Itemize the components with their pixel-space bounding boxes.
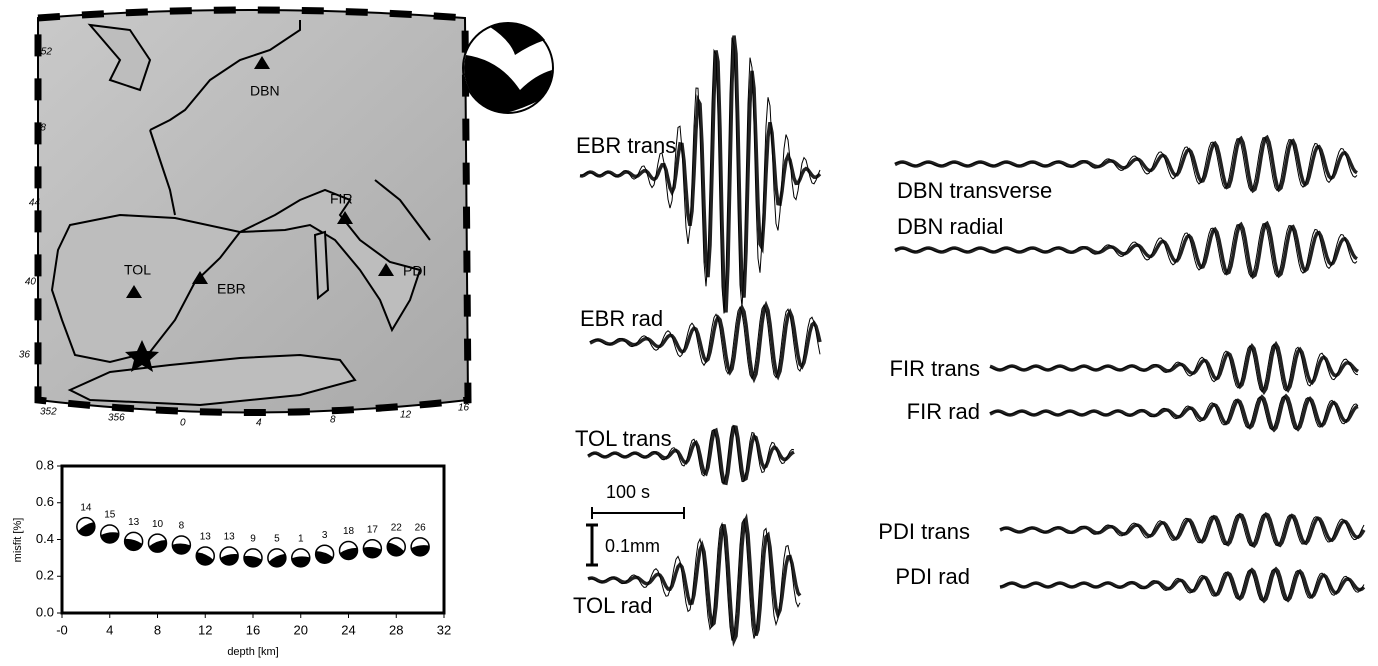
amplitude-scale-bar <box>586 525 598 565</box>
x-tick-label: 24 <box>341 622 355 637</box>
y-tick-label: 0.8 <box>36 457 54 472</box>
x-tick-label: 4 <box>106 622 113 637</box>
observed-trace <box>1000 569 1364 601</box>
lat-label: 52 <box>41 47 53 58</box>
trace-label: TOL rad <box>573 593 652 618</box>
station-label: DBN <box>250 83 280 99</box>
time-scale-label: 100 s <box>606 482 650 502</box>
x-tick-label: 8 <box>154 622 161 637</box>
point-label: 14 <box>80 502 92 513</box>
focal-mechanism <box>463 23 553 113</box>
trace-label: FIR trans <box>890 356 980 381</box>
y-tick-label: 0.6 <box>36 494 54 509</box>
lon-label: 8 <box>330 415 336 426</box>
station-label: FIR <box>330 191 353 207</box>
lat-label: 48 <box>35 123 47 134</box>
point-label: 5 <box>274 534 280 545</box>
misfit-chart: depth [km] misfit [%] -0 4 8 12 16 20 24 28 32 0.… <box>12 457 451 657</box>
trace-label: DBN transverse <box>897 178 1052 203</box>
lat-label: 44 <box>29 198 41 209</box>
island <box>315 232 328 298</box>
amplitude-scale-label: 0.1mm <box>605 536 660 556</box>
point-label: 15 <box>104 510 116 521</box>
point-label: 8 <box>179 521 185 532</box>
x-axis-label: depth [km] <box>227 646 278 658</box>
x-tick-label: 20 <box>294 622 308 637</box>
y-tick-label: 0.0 <box>36 604 54 619</box>
lon-label: 356 <box>108 413 125 424</box>
waveforms: 100 s 0.1mm EBR trans EBR rad TOL trans TOL… <box>573 36 1364 641</box>
lon-label: 16 <box>458 403 470 414</box>
lat-label: 40 <box>25 277 37 288</box>
x-tick-label: 32 <box>437 622 451 637</box>
y-axis-label: misfit [%] <box>12 518 24 563</box>
station-label: TOL <box>124 262 151 278</box>
trace-label: EBR trans <box>576 133 676 158</box>
x-tick-label: 12 <box>198 622 212 637</box>
y-tick-label: 0.2 <box>36 568 54 583</box>
observed-trace <box>990 344 1358 392</box>
trace-label: TOL trans <box>575 426 672 451</box>
lon-label: 12 <box>400 410 412 421</box>
point-label: 13 <box>224 532 236 543</box>
y-tick-label: 0.4 <box>36 531 54 546</box>
x-tick-label: -0 <box>56 622 68 637</box>
station-label: EBR <box>217 281 246 297</box>
map: 52 48 44 40 36 352 356 0 4 8 12 16 DBN F… <box>19 10 470 429</box>
point-label: 1 <box>298 534 304 545</box>
point-label: 26 <box>415 522 427 533</box>
point-label: 13 <box>128 517 140 528</box>
observed-trace <box>580 36 820 313</box>
point-label: 10 <box>152 519 164 530</box>
trace-label: DBN radial <box>897 214 1003 239</box>
time-scale-bar <box>592 507 684 519</box>
trace-label: FIR rad <box>907 399 980 424</box>
figure: 52 48 44 40 36 352 356 0 4 8 12 16 DBN F… <box>0 0 1378 661</box>
point-label: 18 <box>343 526 355 537</box>
point-label: 13 <box>200 532 212 543</box>
trace-label: EBR rad <box>580 306 663 331</box>
point-label: 3 <box>322 530 328 541</box>
point-label: 9 <box>250 534 256 545</box>
lon-label: 0 <box>180 418 186 429</box>
point-label: 22 <box>391 522 403 533</box>
observed-trace <box>990 396 1358 430</box>
trace-label: PDI trans <box>878 519 970 544</box>
lat-label: 36 <box>19 350 31 361</box>
x-tick-label: 16 <box>246 622 260 637</box>
lon-label: 352 <box>40 407 57 418</box>
lon-label: 4 <box>256 418 262 429</box>
point-label: 17 <box>367 524 379 535</box>
x-tick-label: 28 <box>389 622 403 637</box>
station-label: PDI <box>403 263 426 279</box>
trace-label: PDI rad <box>895 564 970 589</box>
